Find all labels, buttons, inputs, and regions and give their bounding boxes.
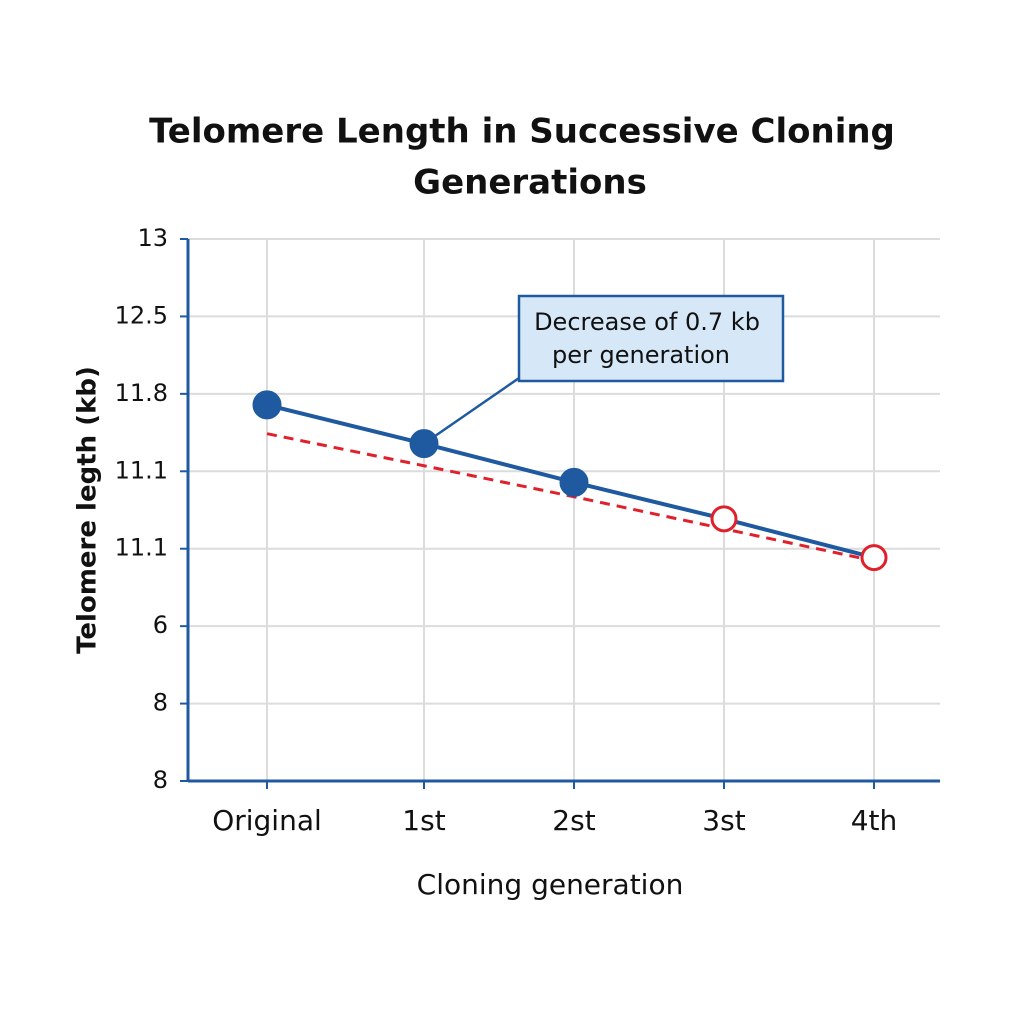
chart-title: Telomere Length in Successive Cloning <box>149 112 895 152</box>
annotation-pointer <box>423 374 523 445</box>
y-tick-label: 12.5 <box>115 301 168 329</box>
y-tick-label: 13 <box>137 224 168 252</box>
x-tick-label: 4th <box>851 804 898 837</box>
point <box>710 505 738 533</box>
chart-title: Generations <box>413 163 647 203</box>
annotation-box <box>517 294 785 383</box>
y-tick-label: 11.8 <box>115 379 168 407</box>
x-tick-label: 3st <box>702 804 745 837</box>
y-tick-label: 11.1 <box>115 534 168 562</box>
x-tick-label: Original <box>212 804 322 837</box>
point <box>252 390 282 420</box>
point <box>409 429 439 459</box>
y-tick-label: 8 <box>153 766 168 794</box>
y-tick-label: 6 <box>153 611 168 639</box>
x-tick-label: 2st <box>552 804 595 837</box>
x-axis-label: Cloning generation <box>417 868 684 901</box>
point <box>860 544 888 572</box>
y-tick-label: 8 <box>153 689 168 717</box>
trend-line <box>266 432 875 563</box>
y-tick-label: 11.1 <box>115 456 168 484</box>
y-axis-label: Telomere legth (kb) <box>73 366 103 654</box>
x-tick-label: 1st <box>402 804 445 837</box>
point <box>559 467 589 497</box>
annotation-text: per generation <box>552 341 730 369</box>
annotation-text: Decrease of 0.7 kb <box>534 308 760 336</box>
